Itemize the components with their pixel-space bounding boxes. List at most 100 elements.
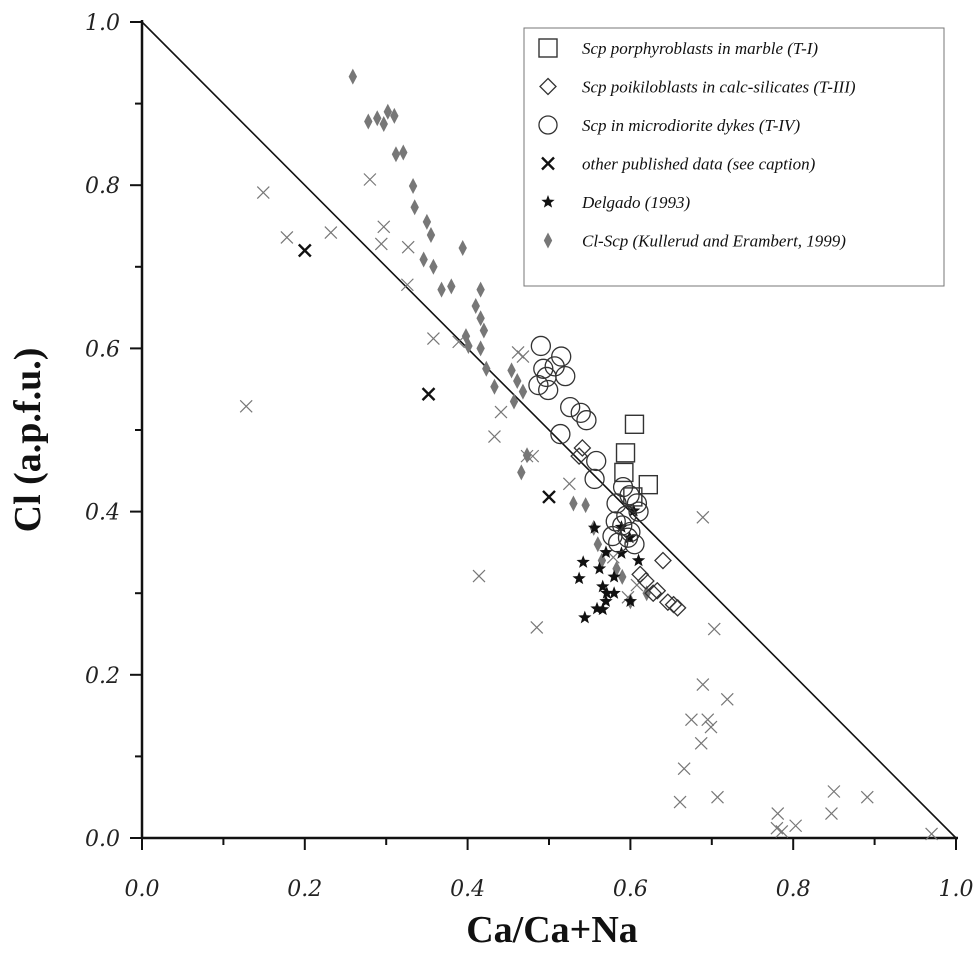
x-point	[280, 230, 294, 244]
star-point	[572, 571, 586, 585]
x-point	[707, 622, 721, 636]
x-point	[239, 399, 253, 413]
x-bold-point	[297, 243, 312, 258]
gray-diamond-point	[383, 103, 393, 120]
x-point	[426, 332, 440, 346]
circle-point	[617, 527, 639, 548]
square-point	[615, 443, 636, 463]
x-point	[494, 405, 508, 419]
legend-label: other published data (see caption)	[582, 155, 816, 174]
circle-point	[555, 365, 576, 387]
circle-point	[584, 468, 605, 490]
star-point	[623, 594, 638, 608]
gray-diamond-point	[447, 278, 456, 295]
star-point	[631, 553, 646, 567]
square-point	[623, 487, 643, 507]
circle-point	[538, 379, 559, 401]
x-point	[673, 795, 687, 809]
x-point	[720, 692, 734, 706]
star-point	[614, 520, 629, 533]
star-point	[607, 569, 621, 583]
x-tick-label: 0.6	[613, 877, 648, 902]
x-point	[256, 186, 270, 199]
gray-diamond-point	[513, 373, 522, 390]
gray-diamond-point	[391, 146, 401, 163]
square-point	[638, 474, 659, 495]
circle-point	[576, 410, 597, 431]
x-point	[400, 278, 414, 292]
legend-box	[523, 27, 945, 287]
axis-ticks	[130, 21, 957, 850]
x-point	[704, 720, 718, 734]
circle-point	[608, 532, 629, 553]
reference-line	[141, 21, 957, 839]
star-point	[614, 546, 629, 559]
diamond-point	[668, 598, 687, 617]
legend-label: Cl-Scp (Kullerud and Erambert, 1999)	[582, 232, 846, 251]
diamond-point	[648, 581, 667, 600]
gray-diamond-point	[458, 240, 467, 257]
star-point	[596, 602, 610, 616]
star-point	[622, 530, 637, 544]
circle-point	[530, 335, 552, 357]
x-point	[488, 430, 501, 443]
y-tick-label: 0.2	[85, 664, 120, 689]
gray-diamond-point	[476, 340, 485, 357]
circle-point	[626, 493, 648, 514]
x-tick-label: 0.0	[125, 877, 160, 902]
gray-diamond-point	[476, 310, 485, 327]
star-point	[587, 520, 602, 534]
gray-diamond-point	[348, 68, 358, 85]
x-point	[771, 807, 785, 820]
gray-diamond-point	[509, 393, 519, 410]
diamond-point	[644, 584, 663, 603]
x-bold-point	[542, 490, 556, 504]
x-point	[363, 173, 377, 186]
gray-diamond-point	[517, 464, 526, 481]
circle-point	[536, 366, 557, 388]
y-tick-label: 0.8	[85, 174, 120, 199]
gray-diamond-point	[569, 495, 578, 512]
circle-point	[628, 501, 649, 522]
gray-diamond-point	[408, 178, 418, 195]
star-point	[578, 610, 592, 624]
x-point	[452, 335, 466, 349]
gray-diamond-point	[426, 226, 436, 243]
circle-point	[528, 374, 549, 396]
x-point	[701, 713, 715, 727]
gray-diamond-point	[379, 116, 388, 132]
gray-diamond-point	[479, 322, 489, 339]
legend: Scp porphyroblasts in marble (T-I) Scp po…	[523, 27, 945, 287]
x-point	[374, 237, 388, 251]
x-point	[516, 350, 530, 363]
star-point	[599, 594, 613, 608]
x-tick-label: 0.8	[776, 877, 811, 902]
gray-diamond-point	[399, 144, 408, 161]
star-point	[599, 545, 613, 559]
legend-marker-diamond	[539, 77, 557, 96]
gray-diamond-point	[593, 536, 603, 553]
legend-marker-square	[538, 38, 558, 58]
gray-diamond-point	[507, 362, 516, 379]
x-point	[324, 226, 338, 239]
x-point	[925, 827, 939, 841]
gray-diamond-point	[410, 199, 419, 216]
gray-diamond-point	[581, 497, 590, 514]
gray-diamond-point	[482, 360, 491, 377]
x-point	[401, 240, 415, 254]
x-bold-point	[421, 387, 436, 401]
gray-diamond-point	[373, 110, 382, 127]
legend-marker-x-bold	[541, 156, 555, 171]
circle-point	[605, 511, 626, 532]
gray-diamond-point	[490, 378, 499, 395]
gray-diamond-point	[390, 107, 399, 124]
reference-line-group	[141, 21, 957, 839]
star-point	[576, 555, 590, 568]
gray-diamond-point	[364, 113, 373, 130]
y-tick-label: 1.0	[85, 11, 120, 36]
square-point	[624, 414, 645, 434]
circle-point	[586, 450, 607, 472]
legend-label: Delgado (1993)	[581, 193, 690, 212]
x-point	[711, 790, 724, 804]
